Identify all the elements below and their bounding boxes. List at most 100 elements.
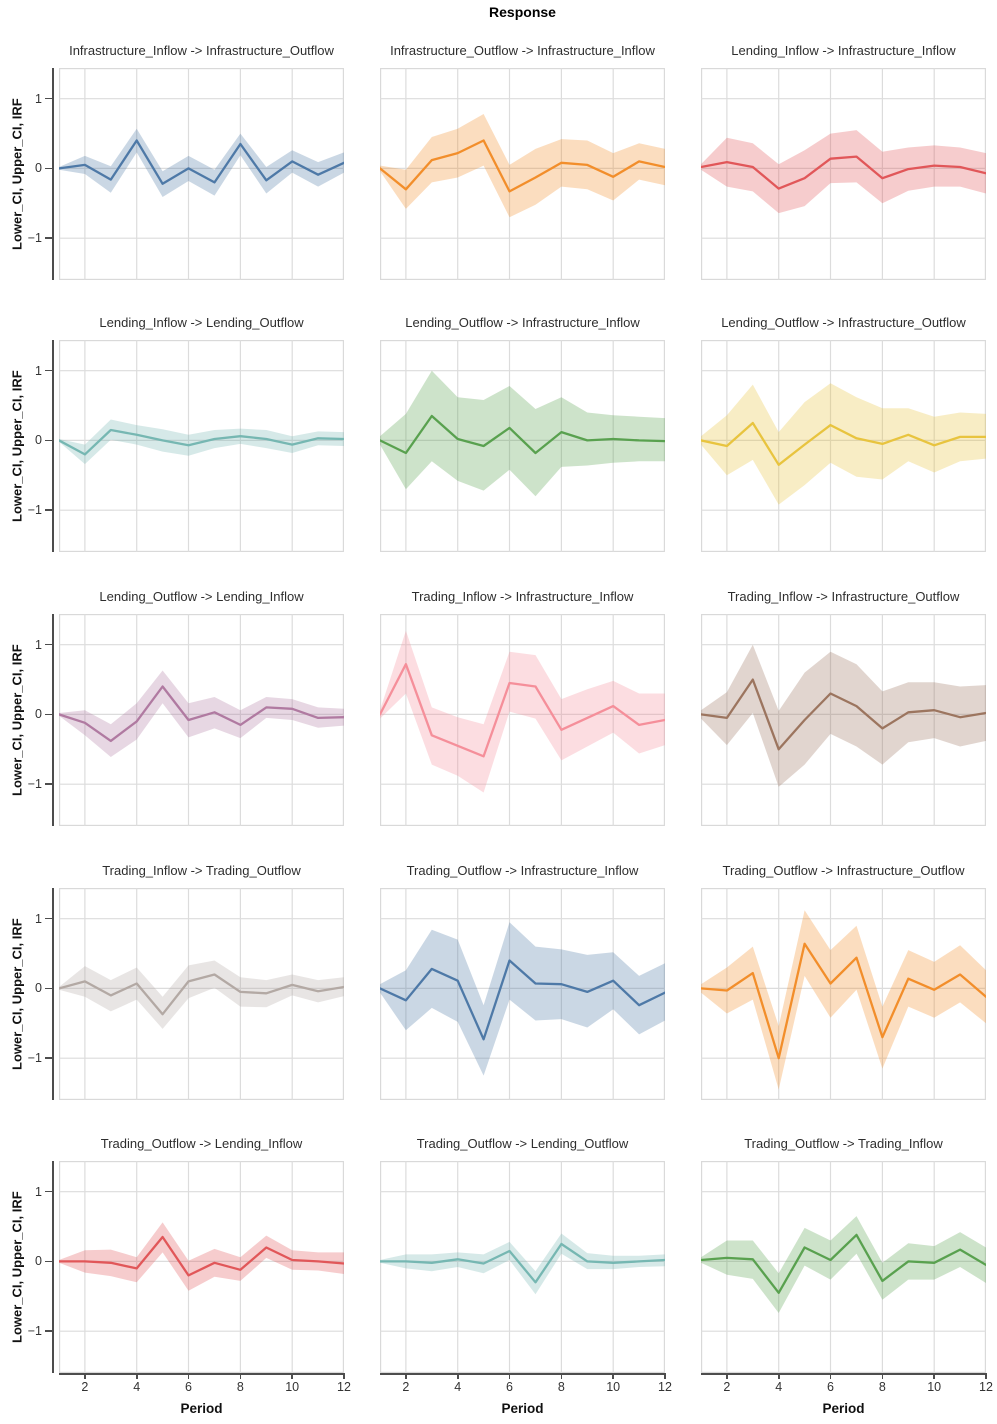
y-axis-spine (52, 1161, 54, 1373)
x-tick-label: 6 (185, 1380, 192, 1394)
y-tick-label: 1 (35, 1184, 42, 1199)
panel-grid (701, 614, 986, 826)
x-axis-label: Period (822, 1401, 865, 1416)
panel-background (380, 614, 665, 826)
panel-grid (59, 68, 344, 280)
x-axis-tick (135, 1373, 138, 1379)
ci-band (380, 922, 665, 1076)
y-tick-label: −1 (27, 1051, 42, 1066)
irf-line (701, 421, 986, 466)
ci-band (380, 370, 665, 497)
panel-grid (701, 68, 986, 280)
ci-band (59, 128, 344, 197)
panel-title: Trading_Inflow -> Infrastructure_Outflow (727, 589, 960, 604)
y-tick-label: 0 (35, 981, 42, 996)
panel-title: Lending_Outflow -> Infrastructure_Inflow (405, 315, 640, 330)
panel-grid (380, 340, 665, 552)
y-axis-tick (45, 1057, 52, 1059)
x-axis-tick (881, 1373, 884, 1379)
irf-line (59, 139, 344, 185)
y-tick-label: 1 (35, 363, 42, 378)
panel-background (380, 340, 665, 552)
x-axis-tick (726, 1373, 728, 1379)
x-tick-label: 12 (337, 1380, 351, 1394)
x-axis-tick (508, 1373, 511, 1379)
x-axis-tick (664, 1373, 666, 1379)
panel-title: Infrastructure_Inflow -> Infrastructure_… (69, 43, 334, 58)
x-tick-label: 10 (285, 1380, 300, 1394)
y-tick-label: −1 (27, 503, 42, 518)
ci-band (59, 1222, 344, 1291)
irf-panel (59, 1161, 344, 1373)
y-tick-label: 1 (35, 91, 42, 106)
y-axis-tick (45, 783, 52, 785)
y-axis-tick (45, 1330, 52, 1332)
x-axis-label: Period (501, 1401, 544, 1416)
x-axis-tick (777, 1373, 780, 1379)
irf-line (380, 959, 665, 1041)
y-tick-label: 0 (35, 707, 42, 722)
x-tick-label: 6 (506, 1380, 513, 1394)
x-axis-tick (343, 1373, 345, 1379)
irf-panel (380, 1161, 665, 1373)
panel-title: Trading_Outflow -> Infrastructure_Outflo… (722, 863, 965, 878)
x-tick-label: 6 (827, 1380, 834, 1394)
panel-title: Trading_Outflow -> Lending_Outflow (416, 1136, 629, 1151)
x-axis-tick (456, 1373, 459, 1379)
y-axis-tick (45, 509, 52, 511)
y-axis-tick (45, 1260, 52, 1263)
x-axis-label: Period (180, 1401, 223, 1416)
x-axis-tick (187, 1373, 190, 1379)
panel-title: Trading_Outflow -> Trading_Inflow (744, 1136, 943, 1151)
irf-panel (701, 68, 986, 280)
irf-panel (59, 340, 344, 552)
x-tick-label: 10 (606, 1380, 621, 1394)
irf-line (59, 685, 344, 743)
y-tick-label: 0 (35, 433, 42, 448)
irf-panel (380, 340, 665, 552)
panel-title: Lending_Outflow -> Lending_Inflow (99, 589, 304, 604)
y-axis-spine (52, 888, 54, 1100)
figure-title: Response (489, 4, 556, 20)
panel-grid (380, 888, 665, 1100)
x-axis-tick (933, 1373, 935, 1379)
panel-background (701, 1161, 986, 1373)
x-tick-label: 12 (658, 1380, 672, 1394)
panel-title: Infrastructure_Outflow -> Infrastructure… (390, 43, 655, 58)
panel-background (59, 1161, 344, 1373)
y-axis-tick (45, 1190, 52, 1193)
panel-title: Lending_Outflow -> Infrastructure_Outflo… (721, 315, 966, 330)
y-axis-tick (45, 643, 52, 646)
y-tick-label: 1 (35, 911, 42, 926)
y-axis-tick (45, 917, 52, 920)
x-tick-label: 8 (878, 1380, 886, 1394)
ci-band (380, 114, 665, 218)
panel-title: Trading_Outflow -> Infrastructure_Inflow (406, 863, 639, 878)
panel-title: Trading_Outflow -> Lending_Inflow (100, 1136, 303, 1151)
panel-title: Lending_Inflow -> Infrastructure_Inflow (731, 43, 956, 58)
x-tick-label: 2 (81, 1380, 89, 1394)
y-tick-label: 0 (35, 1254, 42, 1269)
panel-grid (59, 888, 344, 1100)
x-axis-tick (84, 1373, 86, 1379)
irf-panel (59, 68, 344, 280)
panel-grid (701, 1161, 986, 1373)
panel-grid (380, 68, 665, 280)
x-axis-spine (380, 1373, 665, 1375)
panel-title: Trading_Inflow -> Infrastructure_Inflow (411, 589, 634, 604)
irf-line (59, 973, 344, 1016)
x-tick-label: 4 (454, 1380, 462, 1394)
x-axis-tick (829, 1373, 832, 1379)
ci-band (701, 644, 986, 787)
x-axis-spine (701, 1373, 986, 1375)
x-tick-label: 8 (557, 1380, 565, 1394)
irf-line (380, 139, 665, 193)
y-tick-label: 0 (35, 161, 42, 176)
irf-panel (59, 614, 344, 826)
ci-band (701, 1216, 986, 1313)
x-axis-tick (985, 1373, 987, 1379)
ci-band (701, 383, 986, 505)
y-tick-label: 1 (35, 637, 42, 652)
panel-background (701, 68, 986, 280)
